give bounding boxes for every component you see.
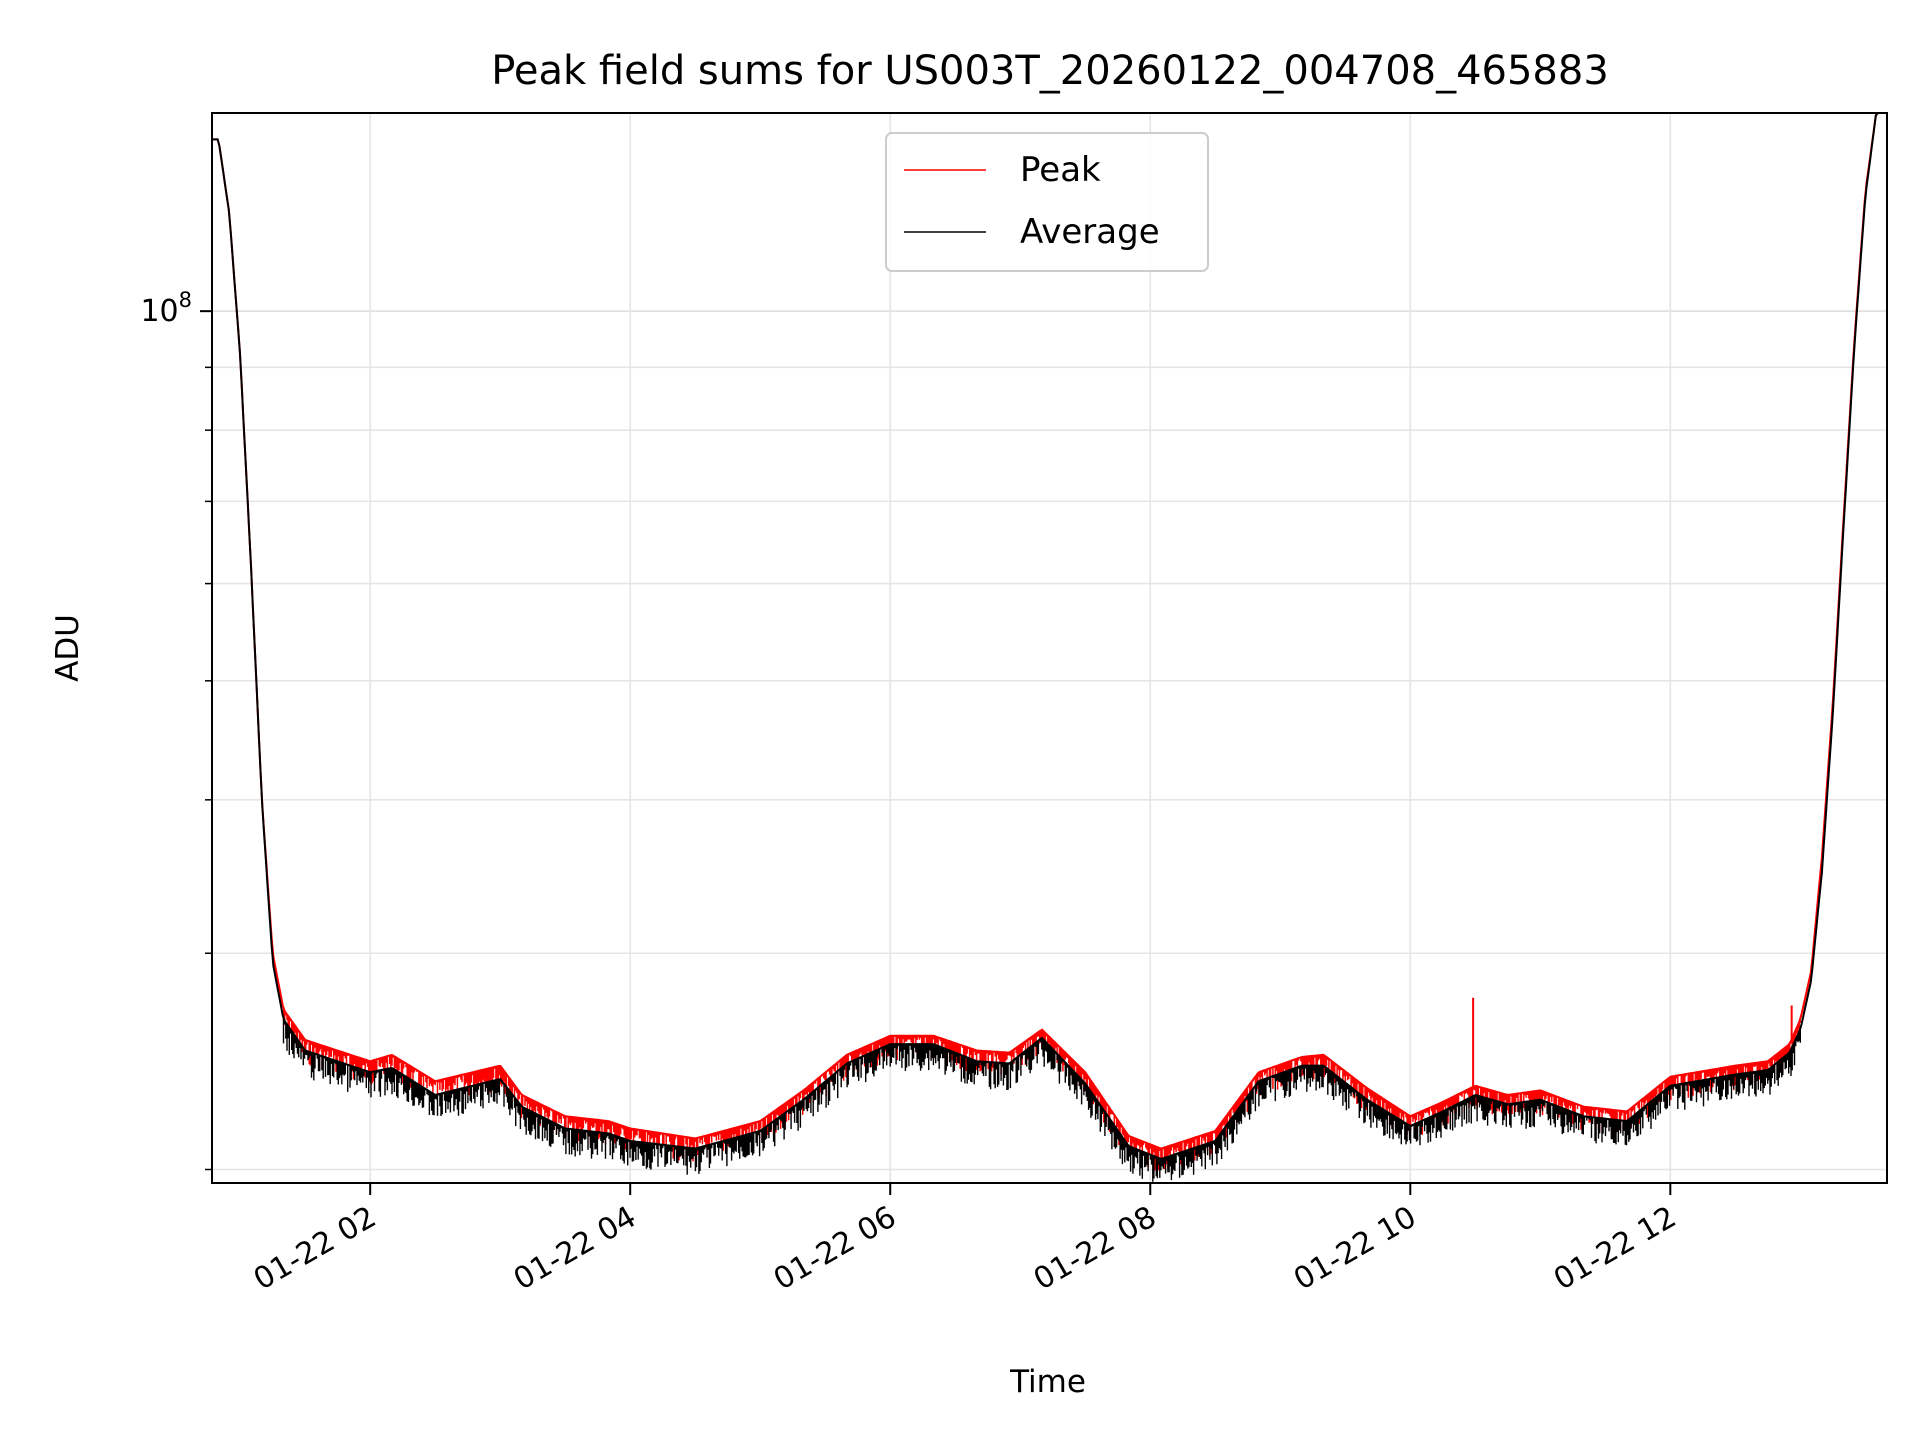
- series-noise-average: [282, 1019, 1801, 1182]
- chart-title: Peak field sums for US003T_20260122_0047…: [491, 48, 1609, 94]
- spike-layer: [1472, 997, 1793, 1087]
- legend-label-average: Average: [1020, 212, 1160, 252]
- y-axis-label: ADU: [50, 614, 86, 682]
- legend: Peak Average: [885, 132, 1209, 272]
- grid: [212, 113, 1887, 1183]
- x-axis-label: Time: [1009, 1364, 1086, 1400]
- legend-box: [885, 132, 1209, 272]
- plot-frame: [211, 112, 1888, 1184]
- legend-label-peak: Peak: [1020, 150, 1101, 190]
- series-layer: [212, 112, 1887, 1182]
